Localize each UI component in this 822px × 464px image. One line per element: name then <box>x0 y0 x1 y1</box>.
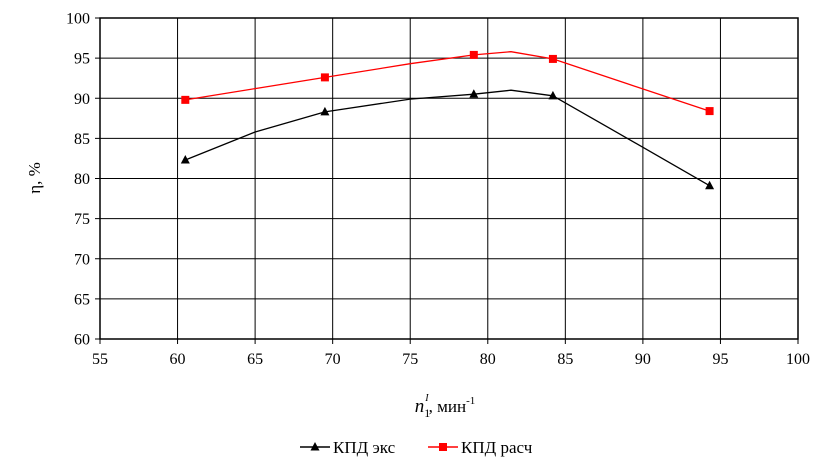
y-tick-label: 80 <box>74 171 90 188</box>
x-axis-title-unit: , мин <box>429 397 466 416</box>
legend: КПД экс КПД расч <box>300 438 533 457</box>
data-point <box>320 106 330 116</box>
x-axis-title: n1 I, мин-1 <box>415 393 475 420</box>
x-axis-title-unit-superscript: -1 <box>466 395 475 407</box>
data-point <box>548 54 557 63</box>
data-point <box>320 73 329 82</box>
legend-marker <box>310 442 320 451</box>
y-tick-label: 90 <box>74 91 90 108</box>
legend-item-1: КПД экс <box>300 438 396 457</box>
data-point <box>180 155 190 164</box>
y-tick-label: 95 <box>74 51 90 68</box>
series-1 <box>180 89 715 190</box>
data-point <box>548 90 558 100</box>
y-tick-label: 65 <box>74 291 90 308</box>
x-tick-label: 60 <box>170 351 186 368</box>
x-axis-title-superscript: I <box>424 393 429 404</box>
y-tick-label: 100 <box>66 11 90 28</box>
y-tick-label: 60 <box>74 332 90 349</box>
x-tick-label: 95 <box>712 351 728 368</box>
x-axis-ticks: 55 60 65 70 75 80 85 90 95 100 <box>92 339 810 368</box>
y-tick-label: 75 <box>74 211 90 228</box>
legend-label: КПД расч <box>461 438 533 457</box>
x-tick-label: 55 <box>92 351 108 368</box>
x-tick-label: 70 <box>325 351 341 368</box>
series-2 <box>181 50 714 116</box>
legend-label: КПД экс <box>333 438 396 457</box>
x-axis-title-subscript: 1 <box>424 406 430 420</box>
data-point <box>705 180 715 190</box>
data-point <box>181 95 190 104</box>
y-axis-ticks: 60 65 70 75 80 85 90 95 100 <box>66 11 100 349</box>
series-group <box>180 50 715 190</box>
legend-item-2: КПД расч <box>428 438 533 457</box>
x-tick-label: 100 <box>786 351 810 368</box>
x-tick-label: 90 <box>635 351 651 368</box>
x-tick-label: 85 <box>557 351 573 368</box>
data-point <box>705 107 714 116</box>
x-tick-label: 80 <box>480 351 496 368</box>
x-tick-label: 65 <box>247 351 263 368</box>
y-tick-label: 70 <box>74 251 90 268</box>
data-point <box>469 50 478 59</box>
y-tick-label: 85 <box>74 131 90 148</box>
y-axis-title: η, % <box>25 162 44 194</box>
legend-marker <box>439 443 447 451</box>
x-tick-label: 75 <box>402 351 418 368</box>
x-axis-title-main: n <box>415 396 425 417</box>
data-point <box>469 89 479 98</box>
